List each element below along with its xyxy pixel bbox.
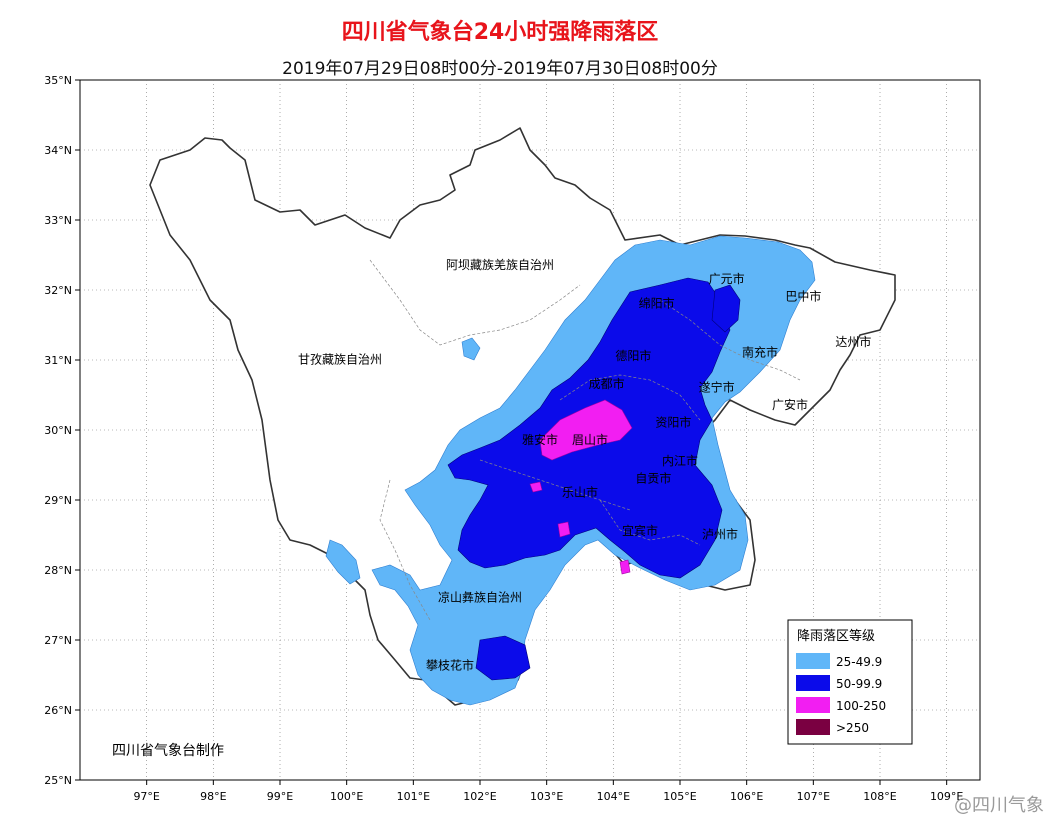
lon-tick-label: 98°E — [200, 790, 226, 803]
lat-tick-label: 29°N — [44, 494, 72, 507]
lat-tick-label: 31°N — [44, 354, 72, 367]
legend-title: 降雨落区等级 — [797, 628, 875, 644]
lon-tick-label: 102°E — [463, 790, 496, 803]
map-layers — [149, 127, 896, 706]
lon-tick-label: 100°E — [330, 790, 363, 803]
lat-tick-label: 26°N — [44, 704, 72, 717]
lat-tick-label: 27°N — [44, 634, 72, 647]
region-label: 绵阳市 — [639, 296, 675, 311]
region-label: 内江市 — [662, 453, 698, 468]
region-label: 资阳市 — [655, 415, 691, 430]
region-label: 自贡市 — [635, 471, 671, 486]
lat-tick-label: 28°N — [44, 564, 72, 577]
rain-100-250-patch-3 — [619, 559, 631, 575]
lat-tick-label: 25°N — [44, 774, 72, 787]
region-label: 乐山市 — [562, 485, 598, 500]
region-label: 南充市 — [742, 345, 778, 360]
legend-items: 25-49.9 50-99.9 100-250 >250 — [796, 653, 886, 735]
region-label: 广安市 — [772, 397, 808, 412]
legend-swatch — [796, 697, 830, 713]
region-label: 宜宾市 — [622, 523, 658, 538]
rain-100-250-patch-2 — [557, 521, 571, 538]
lat-tick-label: 35°N — [44, 74, 72, 87]
region-label: 德阳市 — [615, 348, 651, 363]
map-title: 四川省气象台24小时强降雨落区 — [341, 20, 659, 45]
lat-tick-label: 33°N — [44, 214, 72, 227]
map-legend: 降雨落区等级 25-49.9 50-99.9 100-250 >250 — [787, 619, 913, 745]
lat-tick-label: 30°N — [44, 424, 72, 437]
region-label: 巴中市 — [785, 289, 821, 304]
rain-100-250-main — [539, 399, 633, 461]
legend-label: 100-250 — [836, 699, 886, 713]
rain-50-99.9-south — [475, 635, 531, 681]
lon-tick-label: 106°E — [730, 790, 763, 803]
lon-tick-label: 109°E — [930, 790, 963, 803]
boundary-ganzi-liangshan — [379, 479, 431, 621]
legend-label: 25-49.9 — [836, 655, 882, 669]
lon-tick-label: 97°E — [133, 790, 159, 803]
lon-tick-label: 101°E — [397, 790, 430, 803]
legend-swatch — [796, 653, 830, 669]
region-label: 凉山彝族自治州 — [438, 590, 522, 605]
boundary-chengdu — [559, 374, 701, 421]
boundary-yibin — [599, 499, 701, 546]
legend-swatch — [796, 719, 830, 735]
lat-tick-label: 32°N — [44, 284, 72, 297]
region-label: 成都市 — [589, 376, 625, 391]
region-label: 泸州市 — [702, 527, 738, 542]
boundary-aba — [369, 259, 581, 346]
lon-tick-label: 107°E — [797, 790, 830, 803]
rain-100-250-patch-1 — [529, 481, 543, 493]
map-period: 2019年07月29日08时00分-2019年07月30日08时00分 — [282, 59, 718, 79]
region-label: 甘孜藏族自治州 — [298, 353, 382, 367]
rain-25-49.9-patch — [461, 337, 481, 361]
region-label: 攀枝花市 — [426, 657, 474, 672]
lon-tick-label: 103°E — [530, 790, 563, 803]
region-label: 达州市 — [835, 334, 871, 349]
axis-ticks: 35°N 34°N 33°N 32°N 31°N 30°N 29°N 28°N 27°N 26°N… — [44, 74, 963, 803]
credit-text: 四川省气象台制作 — [112, 743, 224, 759]
region-label: 眉山市 — [572, 432, 608, 447]
boundary-nanchong — [659, 299, 801, 381]
region-label: 阿坝藏族羌族自治州 — [446, 258, 554, 272]
legend-swatch — [796, 675, 830, 691]
weibo-watermark: @四川气象 — [954, 795, 1044, 816]
lon-tick-label: 105°E — [663, 790, 696, 803]
prefecture-boundaries — [369, 259, 801, 621]
legend-label: 50-99.9 — [836, 677, 882, 691]
region-label: 雅安市 — [522, 432, 558, 447]
boundary-leshan — [479, 459, 631, 511]
rain-25-49.9-west — [325, 539, 361, 585]
legend-label: >250 — [836, 721, 869, 735]
lon-tick-label: 108°E — [863, 790, 896, 803]
region-label: 广元市 — [709, 271, 745, 286]
rain-50-99.9-northeast — [711, 284, 741, 333]
lon-tick-label: 99°E — [267, 790, 293, 803]
region-label: 遂宁市 — [699, 380, 735, 395]
lat-tick-label: 34°N — [44, 144, 72, 157]
lon-tick-label: 104°E — [597, 790, 630, 803]
